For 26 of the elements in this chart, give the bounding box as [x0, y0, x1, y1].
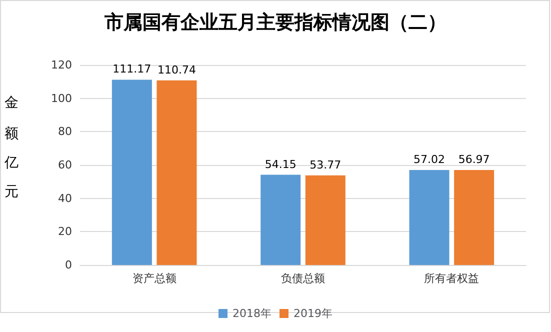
- y-tick-label: 20: [58, 225, 72, 238]
- data-label: 53.77: [310, 158, 342, 172]
- data-label: 110.74: [157, 63, 196, 76]
- chart-title: 市属国有企业五月主要指标情况图（二）: [104, 12, 446, 34]
- bar: [112, 80, 152, 265]
- y-tick-label: 60: [58, 158, 72, 172]
- bar: [305, 175, 346, 265]
- bar: [260, 174, 301, 265]
- bar: [156, 80, 197, 265]
- y-tick-label: 0: [65, 258, 72, 272]
- data-label: 57.02: [414, 152, 446, 166]
- y-tick-label: 80: [58, 125, 72, 138]
- legend-label: 2018年: [232, 307, 272, 320]
- bar: [454, 170, 494, 265]
- y-axis-title: 金额亿元: [3, 84, 19, 204]
- bar: [409, 170, 450, 265]
- x-tick-label: 负债总额: [281, 272, 325, 285]
- data-label: 111.17: [112, 62, 152, 76]
- x-tick-label: 资产总额: [132, 272, 176, 285]
- x-tick-label: 所有者权益: [424, 272, 480, 285]
- y-tick-label: 120: [51, 58, 72, 72]
- legend-label: 2019年: [294, 307, 332, 320]
- y-tick-label: 100: [51, 92, 72, 105]
- data-label: 56.97: [458, 153, 490, 166]
- data-label: 54.15: [264, 158, 296, 171]
- y-tick-label: 40: [58, 192, 72, 205]
